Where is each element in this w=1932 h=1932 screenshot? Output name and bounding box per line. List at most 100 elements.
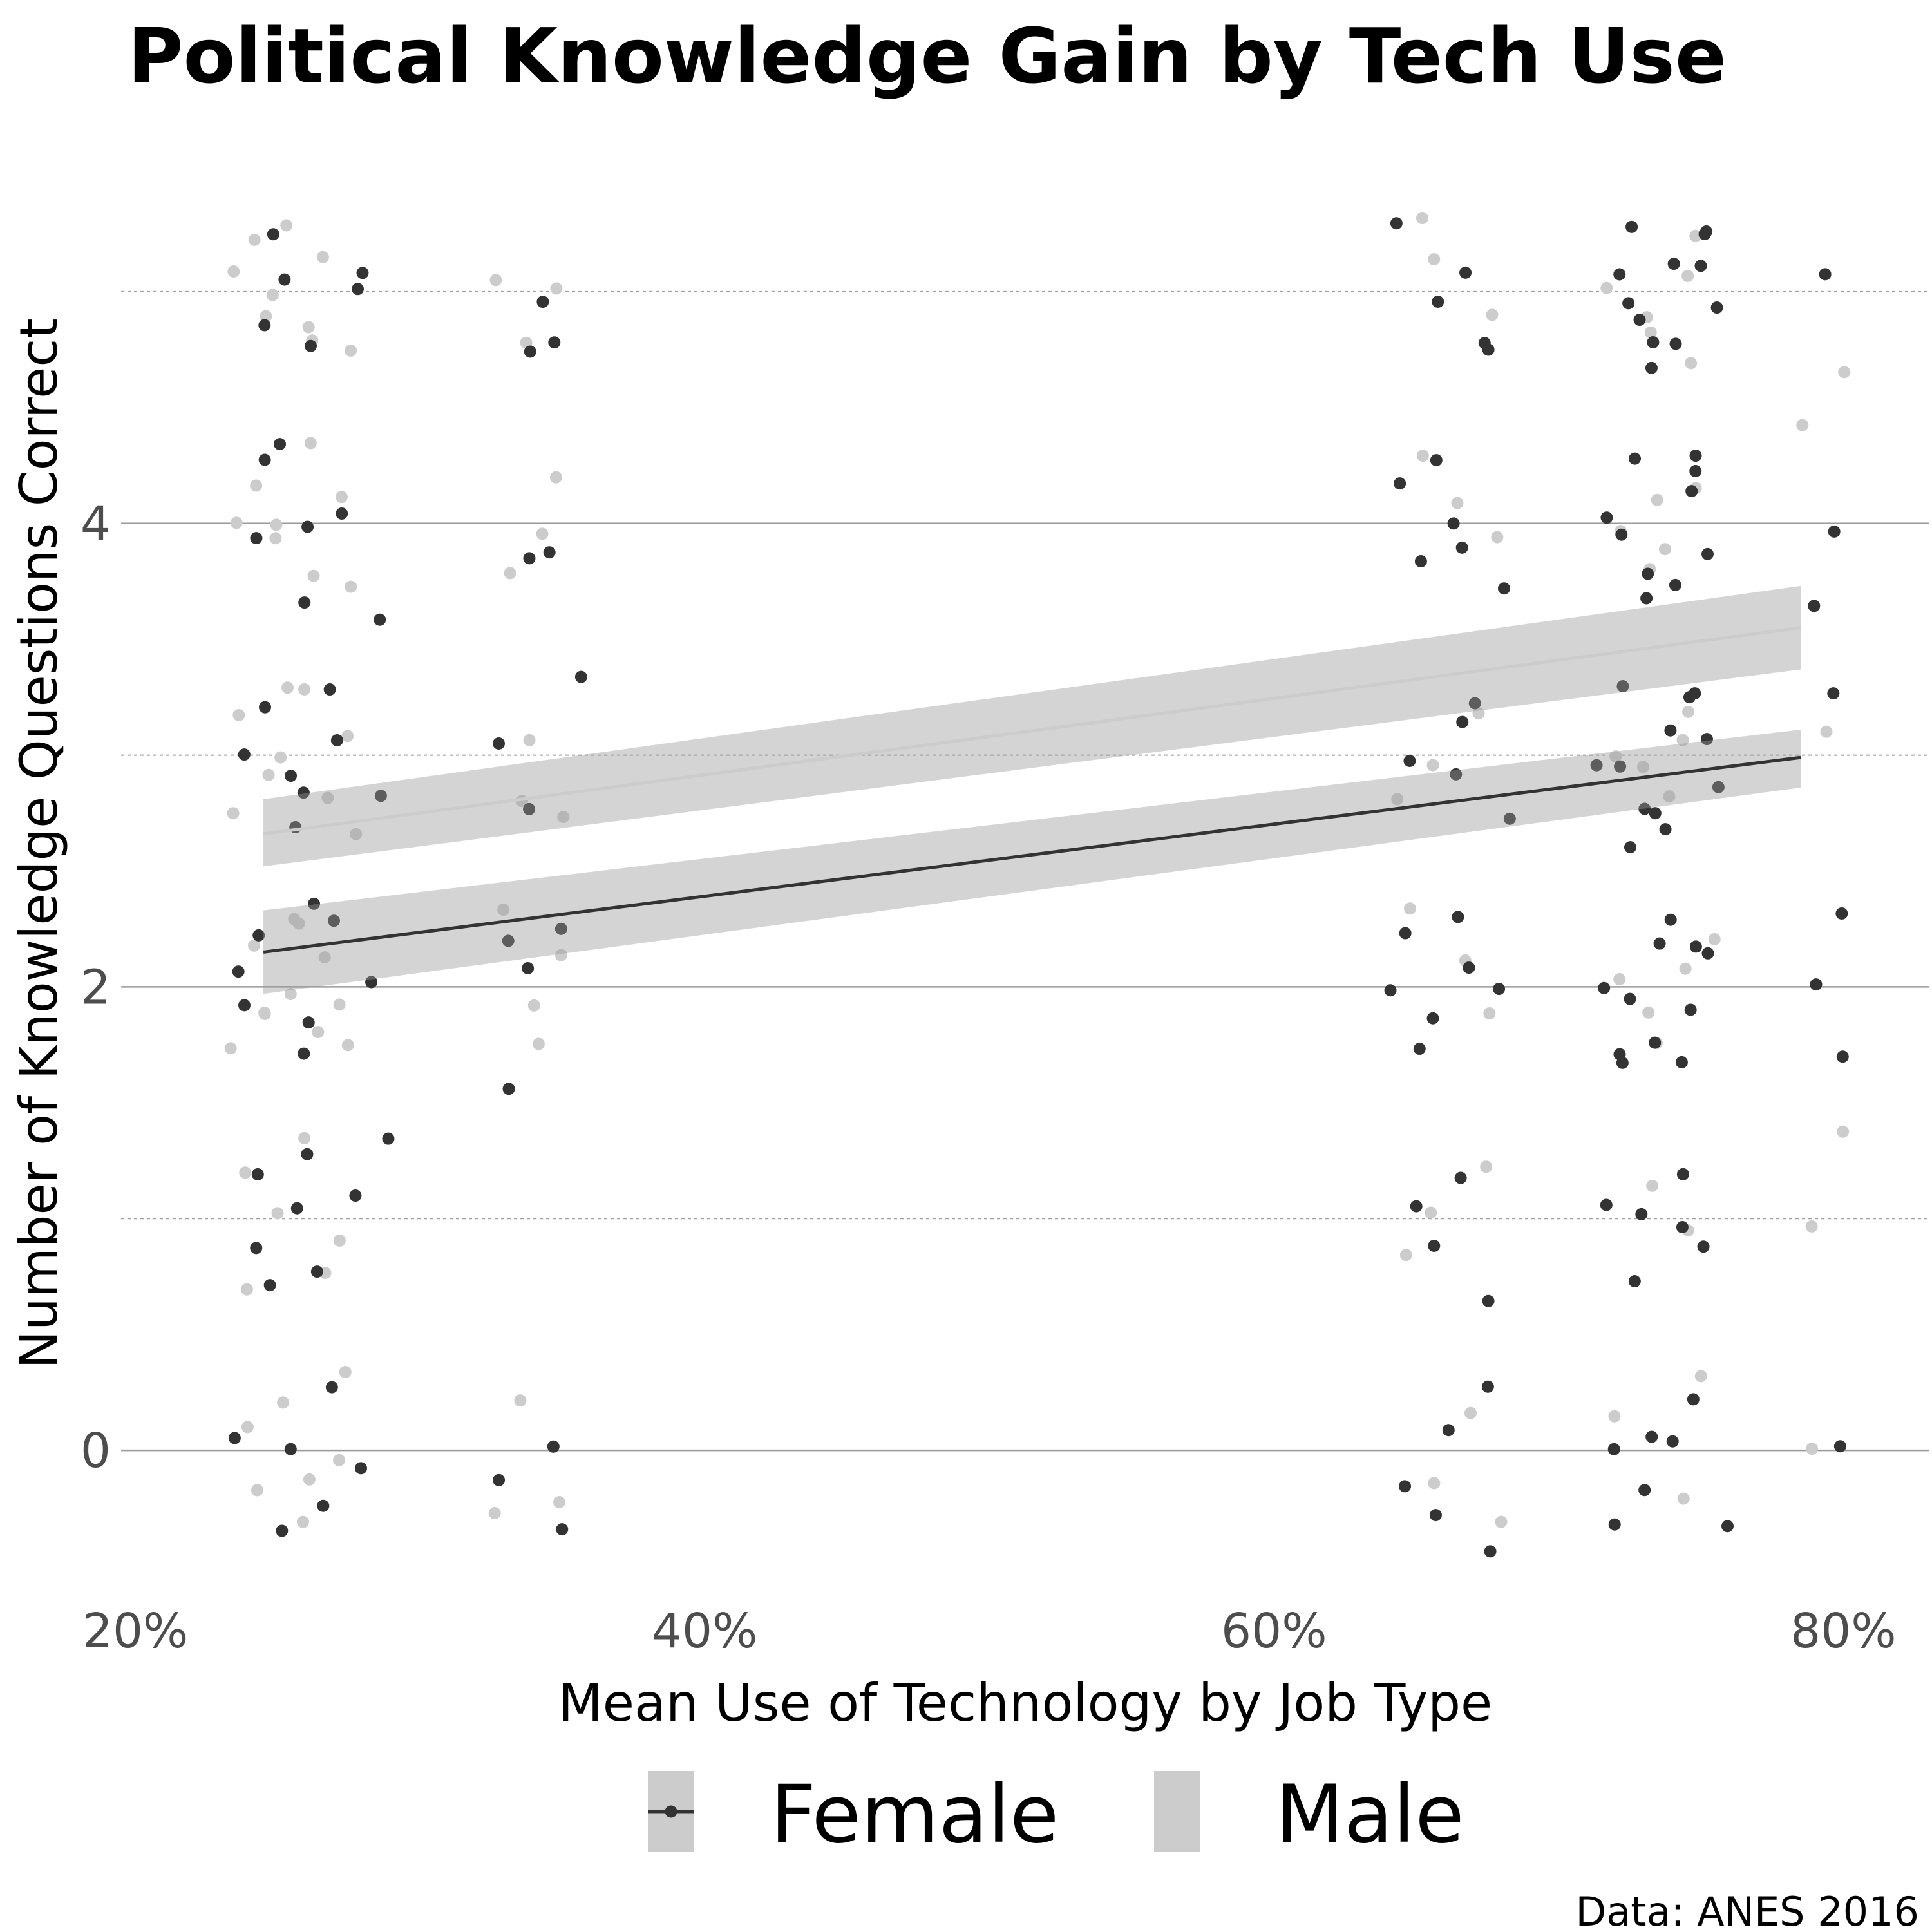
data-point [1694, 1370, 1707, 1383]
data-point [274, 438, 287, 451]
data-point [269, 532, 282, 545]
y-tick-label: 2 [80, 960, 111, 1015]
data-point [1413, 1043, 1426, 1056]
data-point [1685, 485, 1698, 498]
data-point [1493, 983, 1506, 996]
data-point [1455, 541, 1468, 554]
data-point [1649, 1036, 1662, 1049]
data-point [1429, 1509, 1442, 1522]
data-point [1827, 687, 1840, 700]
data-point [278, 273, 291, 286]
data-point [298, 1047, 310, 1060]
data-point [1616, 680, 1629, 693]
data-point [240, 1283, 253, 1296]
data-point [1708, 933, 1721, 945]
chart-title: Political Knowledge Gain by Tech Use [128, 12, 1727, 100]
data-point [1481, 1380, 1494, 1393]
data-point [1451, 497, 1464, 509]
data-point [504, 567, 516, 580]
data-point [1428, 1477, 1441, 1490]
data-point [276, 1524, 289, 1537]
data-point [285, 770, 298, 782]
data-point [284, 1443, 297, 1455]
data-point [1689, 450, 1702, 462]
data-point [492, 737, 505, 750]
data-point [284, 988, 297, 1001]
data-point [327, 914, 340, 927]
data-point [1394, 477, 1406, 490]
data-point [1456, 715, 1469, 728]
data-point [1399, 1249, 1412, 1262]
data-point [382, 1132, 395, 1145]
data-point [1598, 981, 1611, 994]
regression-line [263, 755, 1801, 954]
data-point [1669, 578, 1681, 591]
data-point [1482, 1294, 1495, 1307]
legend-label: Female [770, 1768, 1059, 1861]
data-point [1600, 281, 1613, 294]
data-point [312, 1026, 325, 1039]
data-point [301, 520, 314, 533]
data-point [1463, 961, 1475, 974]
data-point [1684, 1003, 1697, 1016]
data-point [290, 1202, 303, 1215]
data-point [262, 768, 275, 781]
data-point [288, 913, 301, 925]
data-point [1651, 493, 1663, 506]
x-axis-title: Mean Use of Technology by Job Type [558, 1673, 1492, 1733]
data-point [1590, 759, 1603, 772]
data-point [241, 1421, 254, 1434]
data-point [307, 569, 320, 582]
data-point [488, 1506, 501, 1519]
data-point [1828, 525, 1841, 538]
data-point [1622, 297, 1635, 310]
data-point [1403, 902, 1416, 915]
data-point [1640, 592, 1653, 605]
x-tick-label: 60% [1221, 1604, 1327, 1659]
data-point [1675, 1056, 1688, 1068]
data-point [302, 321, 315, 334]
data-point [1697, 1240, 1710, 1253]
data-point [374, 790, 387, 802]
data-point [277, 1396, 290, 1409]
data-point [332, 1454, 345, 1466]
data-point [1819, 268, 1832, 281]
data-point [1663, 790, 1676, 803]
data-point [547, 1440, 560, 1453]
data-point [1649, 807, 1662, 820]
data-point [1629, 452, 1642, 465]
data-point [1646, 1179, 1659, 1192]
x-tick-labels: 20% 40% 60% 80% [82, 1604, 1897, 1659]
data-point [1613, 973, 1626, 986]
data-point [258, 319, 271, 332]
data-point [227, 265, 240, 278]
data-point [489, 274, 502, 287]
data-point [325, 1381, 338, 1394]
data-point [1482, 343, 1495, 356]
data-point [228, 1432, 241, 1444]
data-point [232, 709, 245, 722]
data-point [251, 1484, 263, 1497]
data-point [271, 1207, 284, 1220]
data-point [1495, 1515, 1508, 1528]
x-tick-label: 40% [652, 1604, 757, 1659]
data-point [1613, 268, 1626, 281]
data-point [1645, 361, 1658, 374]
data-point [1796, 419, 1809, 431]
data-point [1399, 927, 1412, 940]
data-point [335, 491, 348, 504]
data-point [502, 1083, 515, 1095]
data-point [248, 233, 261, 246]
data-point [1638, 802, 1651, 815]
legend-key-point [665, 1805, 677, 1818]
data-point [1491, 531, 1504, 544]
data-point [1600, 1198, 1613, 1211]
data-point [298, 683, 311, 696]
data-point [365, 976, 378, 989]
data-point [350, 828, 363, 840]
data-source-caption: Data: ANES 2016 [1576, 1888, 1919, 1932]
data-point [318, 951, 331, 964]
data-point [304, 437, 317, 450]
data-point [339, 1366, 352, 1379]
